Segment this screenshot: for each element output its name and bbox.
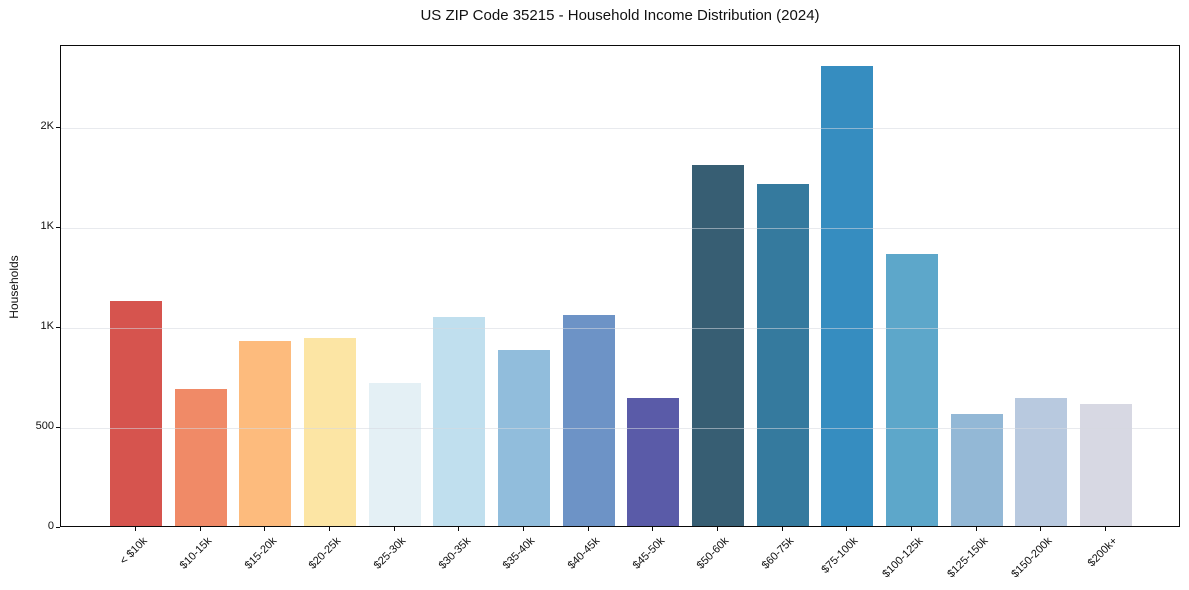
y-tick-label: 500 (35, 420, 54, 432)
plot-area (60, 45, 1180, 527)
x-tick-label: $40-45k (565, 535, 603, 572)
x-tick-label: < $10k (117, 535, 150, 568)
bar (304, 338, 356, 526)
y-tick-mark (56, 227, 60, 228)
bar (110, 301, 162, 526)
x-tick-label: $100-125k (880, 535, 926, 581)
x-tick-label: $25-30k (371, 535, 409, 572)
x-tick-mark (911, 527, 912, 531)
x-tick-mark (135, 527, 136, 531)
bar (368, 383, 421, 526)
gridline (61, 128, 1179, 129)
x-tick-mark (717, 527, 718, 531)
x-tick-mark (393, 527, 395, 531)
x-tick-mark (1040, 527, 1042, 531)
bar (562, 315, 615, 526)
y-tick-mark (56, 327, 60, 328)
x-tick-mark (264, 527, 266, 531)
bar (756, 184, 809, 526)
x-tick-label: $20-25k (306, 535, 344, 572)
bar (1080, 404, 1132, 526)
x-tick-mark (329, 527, 330, 531)
x-tick-label: $60-75k (759, 535, 797, 572)
x-tick-label: $30-35k (436, 535, 473, 572)
x-tick-mark (587, 527, 589, 531)
x-tick-mark (199, 527, 201, 531)
bar (239, 341, 292, 526)
y-tick-mark (56, 527, 60, 528)
x-tick-mark (458, 527, 460, 531)
x-tick-label: $35-40k (500, 535, 538, 572)
gridline (61, 428, 1179, 429)
x-tick-mark (781, 527, 783, 531)
gridline (61, 328, 1179, 329)
x-tick-label: $45-50k (630, 535, 667, 572)
bar (821, 66, 874, 526)
x-tick-label: $10-15k (177, 535, 215, 572)
y-tick-mark (56, 427, 60, 428)
x-tick-mark (975, 527, 977, 531)
bar (692, 165, 744, 526)
y-tick-mark (56, 127, 60, 128)
x-tick-mark (846, 527, 848, 531)
bar (950, 414, 1003, 526)
bar (627, 398, 680, 526)
x-tick-mark (523, 527, 524, 531)
x-tick-label: $15-20k (242, 535, 279, 572)
y-tick-label: 1K (40, 320, 54, 332)
x-tick-mark (1105, 527, 1106, 531)
gridline (61, 228, 1179, 229)
x-tick-label: $50-60k (694, 535, 732, 572)
x-tick-label: $200k+ (1085, 535, 1120, 570)
bar (886, 254, 938, 526)
y-tick-label: 2K (40, 120, 54, 132)
y-tick-label: 0 (47, 520, 54, 532)
bar (1015, 398, 1068, 526)
x-tick-label: $75-100k (819, 535, 861, 576)
bar (433, 317, 486, 526)
chart-title: US ZIP Code 35215 - Household Income Dis… (420, 7, 820, 24)
bar (498, 350, 550, 526)
bar (174, 389, 227, 526)
x-tick-mark (652, 527, 654, 531)
y-tick-label: 1K (40, 220, 54, 232)
y-axis-label: Households (7, 255, 21, 319)
x-tick-label: $150-200k (1009, 535, 1055, 581)
x-tick-label: $125-150k (944, 535, 991, 581)
